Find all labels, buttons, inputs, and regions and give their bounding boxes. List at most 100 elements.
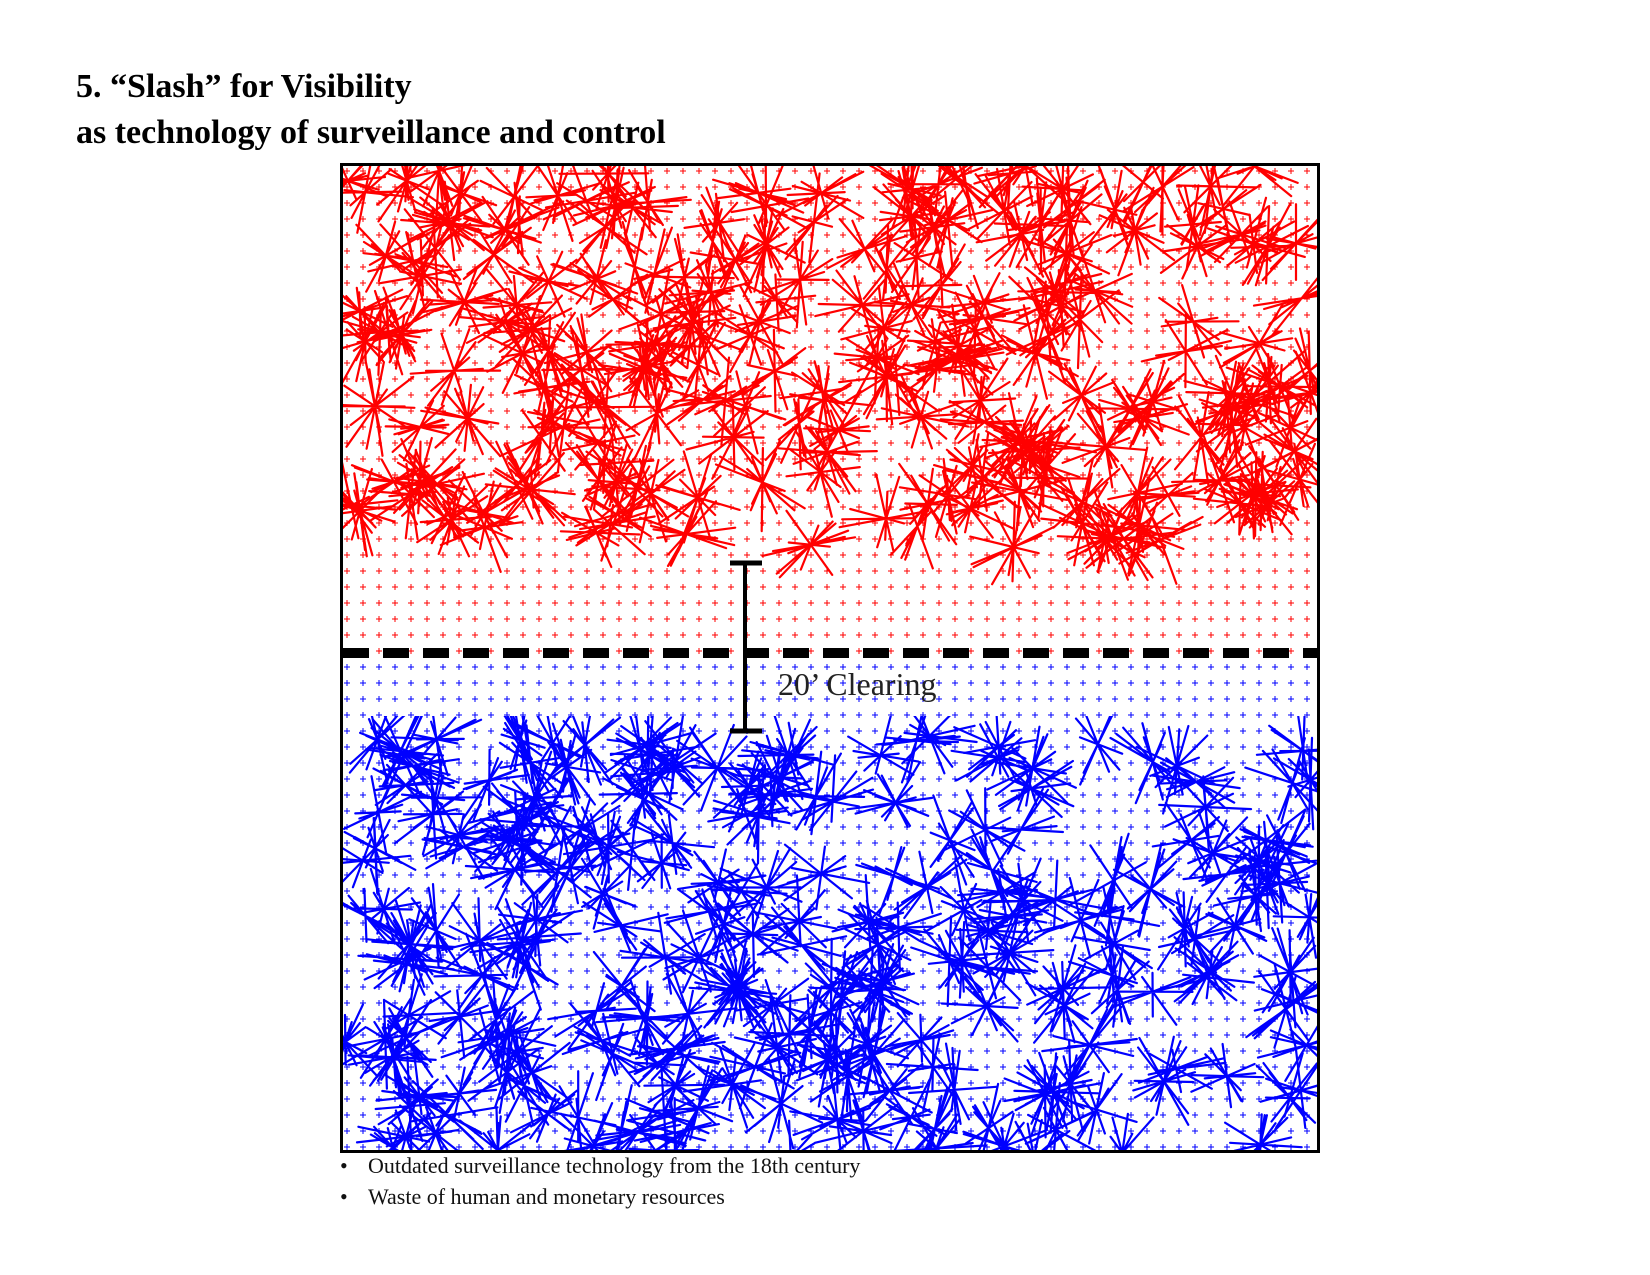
slash-starburst [353,867,422,945]
slash-spokes [773,750,866,836]
slash-spokes [461,748,530,822]
slash-starburst [1098,186,1176,277]
slash-spokes [873,262,960,339]
slash-starburst [1176,166,1257,237]
slash-starburst [845,1048,933,1126]
slash-spokes [899,243,966,321]
slash-starburst [1019,269,1084,348]
slash-spokes [986,787,1064,870]
slash-starburst [1244,386,1317,468]
slash-spokes [905,190,994,270]
slash-starburst [707,788,791,844]
slash-starburst [343,286,409,349]
slash-starburst [847,716,920,776]
slash-spokes [343,358,416,457]
slash-spokes [440,1006,529,1086]
slash-starburst [896,166,983,217]
slash-starburst [1036,179,1103,268]
slash-spokes [1112,842,1186,938]
slash-spokes [1182,845,1267,903]
slash-starburst [969,500,1055,586]
slash-starburst [1245,962,1317,1050]
slash-starburst [830,1006,905,1099]
slash-spokes [561,402,636,471]
slash-starburst [1256,810,1317,893]
slash-starburst [1264,440,1317,527]
slash-starburst [428,1066,498,1127]
slash-spokes [1031,1038,1100,1133]
slash-spokes [737,328,807,413]
slash-starburst [1067,940,1138,1005]
slash-spokes [956,868,1050,924]
slash-starburst [367,223,457,311]
slash-starburst [484,181,565,256]
slash-starburst [400,760,483,842]
slash-spokes [796,979,863,1047]
slash-starburst [1224,1113,1303,1150]
slash-spokes [629,808,716,875]
slash-starburst [491,1036,566,1126]
slash-starburst [1182,845,1267,903]
slash-spokes [976,166,1066,207]
slash-spokes [1240,836,1317,924]
slash-spokes [890,217,954,302]
slash-starburst [564,362,656,450]
slash-starburst [408,883,463,970]
slash-spokes [1121,166,1164,225]
slash-spokes [651,1065,734,1150]
slash-starburst [591,444,675,532]
slash-starburst [375,1045,461,1123]
slash-starburst [774,843,871,911]
slash-spokes [706,1022,799,1110]
slash-starburst [1158,284,1240,359]
slash-starburst [773,750,866,836]
slash-starburst [548,716,622,786]
slash-spokes [1157,891,1214,971]
slash-starburst [725,977,816,1037]
slash-spokes [1173,391,1225,488]
slash-starburst [905,190,994,270]
slash-starburst [889,487,942,570]
slash-starburst [350,458,442,526]
slash-starburst [1191,878,1268,956]
slash-starburst [542,166,636,221]
slash-starburst [928,288,1017,377]
slash-starburst [981,857,1064,945]
slash-starburst [1195,166,1262,245]
slash-spokes [908,1082,958,1150]
slash-spokes [809,1026,874,1126]
slash-spokes [616,831,690,890]
slash-spokes [872,170,947,254]
slash-spokes [350,458,442,526]
slash-starburst [886,338,982,405]
slash-spokes [655,450,741,545]
slash-starburst [1244,737,1317,825]
slash-spokes [421,826,500,872]
slash-starburst [525,166,603,242]
slash-starburst [1255,716,1317,785]
slash-spokes [845,1048,933,1126]
slash-spokes [343,834,412,889]
slash-starburst [550,239,639,306]
slash-spokes [895,1107,987,1150]
slash-starburst [803,389,872,466]
slash-starburst [728,166,810,231]
slash-spokes [562,503,656,556]
slash-starburst [833,323,920,405]
slash-starburst [384,399,450,462]
slash-spokes [1137,1048,1227,1094]
slash-starburst [1171,433,1260,524]
slash-spokes [1122,166,1195,236]
slash-starburst [962,1101,1049,1150]
slash-spokes [1171,433,1260,524]
slash-starburst [694,957,764,1029]
slash-starburst [662,909,736,994]
slash-spokes [1158,284,1240,359]
slash-spokes [795,1013,870,1094]
slash-spokes [854,901,942,973]
slash-starburst [764,377,821,471]
slash-spokes [953,716,1037,778]
slash-starburst [1173,936,1240,1004]
slash-spokes [479,166,543,236]
slash-spokes [644,282,734,353]
